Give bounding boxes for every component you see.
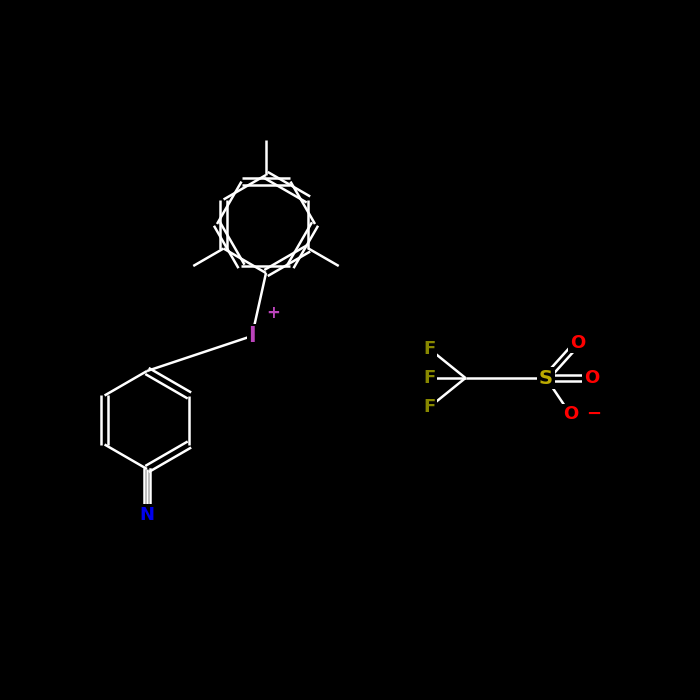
Text: N: N [139, 505, 155, 524]
Text: O: O [584, 369, 599, 387]
Text: O: O [563, 405, 578, 424]
Text: I: I [248, 326, 256, 346]
Text: F: F [423, 369, 435, 387]
Text: F: F [423, 340, 435, 358]
Text: O: O [570, 334, 585, 352]
Text: F: F [423, 398, 435, 416]
Text: +: + [266, 304, 280, 322]
Text: S: S [539, 368, 553, 388]
Text: −: − [587, 405, 602, 424]
